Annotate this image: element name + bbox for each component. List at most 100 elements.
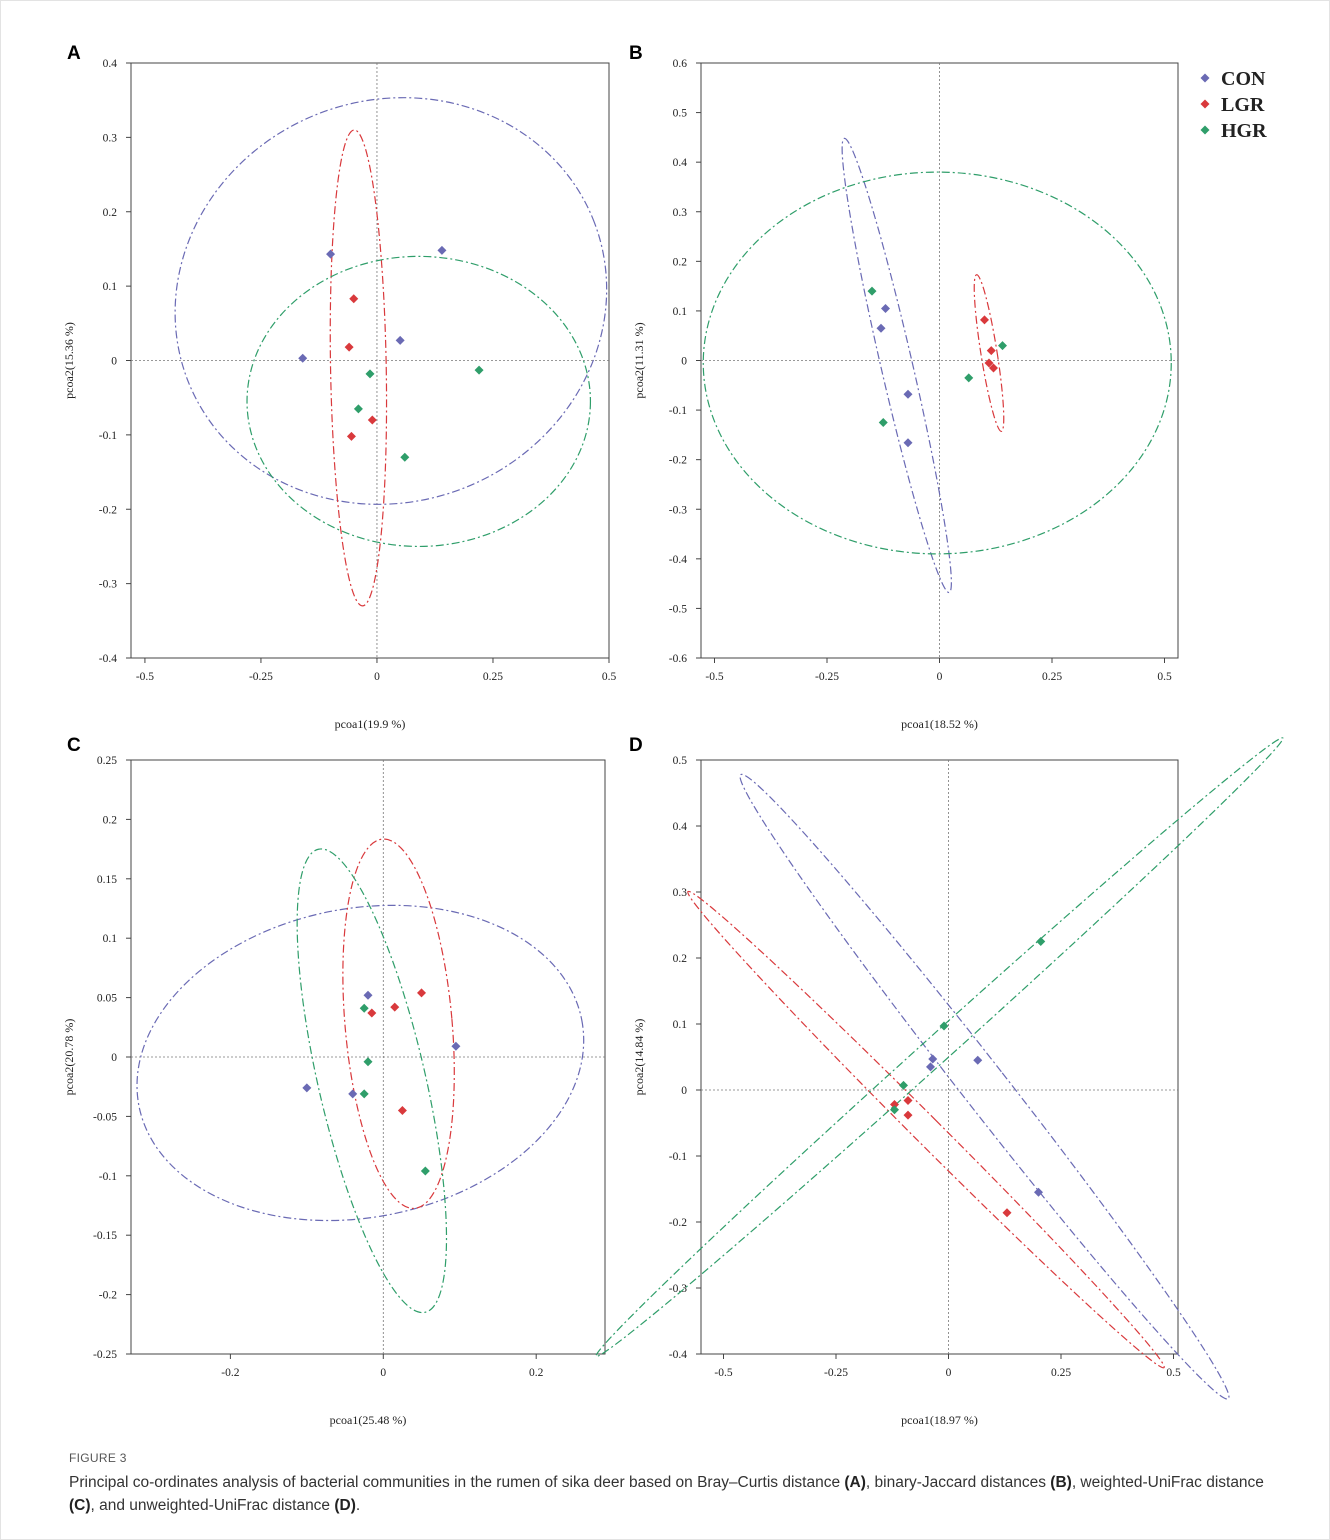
y-tick-label: 0 [681,356,687,368]
y-tick-label: 0 [111,1052,117,1064]
x-tick-label: -0.2 [221,1367,239,1379]
y-tick-label: -0.2 [669,455,687,467]
legend: CON LGR HGR [1200,68,1267,142]
point-lgr [980,315,989,325]
ellipse-lgr [973,274,1005,433]
y-tick-label: 0.1 [103,281,118,293]
panel-d: D -0.5 -0.25 0 0.25 0.5 -0.4 -0.3 -0.2 -0.1 0 0.1 0.… [595,735,1284,1427]
point-hgr [359,1003,369,1013]
point-con [363,990,373,1000]
y-tick-label: -0.1 [99,430,117,442]
x-tick-label: 0 [937,671,943,683]
x-tick-label: -0.25 [815,671,839,683]
plot-frame [130,62,610,659]
caption-ref-a: (A) [844,1474,866,1491]
caption-text-end: . [355,1497,361,1514]
ellipse-con [136,904,585,1222]
caption-ref-b: (B) [1050,1474,1072,1491]
y-tick-label: -0.25 [93,1349,117,1361]
point-con [1034,1187,1043,1197]
point-lgr [349,294,359,304]
point-con [348,1089,358,1099]
y-tick-label: 0.1 [673,306,688,318]
y-tick-label: 0.4 [673,821,688,833]
point-hgr [899,1080,908,1090]
x-tick-label: 0 [380,1367,386,1379]
point-con [881,303,890,313]
x-tick-label: 0.25 [1042,671,1062,683]
panel-letter-a: A [67,43,81,64]
x-tick-label: -0.25 [249,671,273,683]
point-hgr [998,341,1007,351]
y-tick-label: 0.6 [673,58,688,70]
y-tick-label: -0.5 [669,603,687,615]
point-con [302,1083,312,1093]
x-tick-label: 0.5 [1166,1367,1181,1379]
point-hgr [939,1021,949,1031]
point-hgr [878,417,888,427]
point-con [451,1041,461,1051]
figure-caption: Principal co-ordinates analysis of bacte… [69,1471,1289,1517]
caption-ref-c: (C) [69,1497,91,1514]
point-hgr [420,1166,430,1176]
y-tick-label: 0.3 [103,132,118,144]
y-tick-label: -0.3 [669,504,687,516]
figure-charts: A -0.5 -0.25 0 0.25 0.5 -0.4 -0.3 -0.2 -0.1 0 0.1 0.… [62,43,1284,1427]
point-con [928,1054,938,1064]
x-tick-label: -0.5 [136,671,154,683]
panel-letter-d: D [629,735,643,756]
x-axis-title: pcoa1(19.9 %) [335,717,406,731]
caption-ref-d: (D) [334,1497,356,1514]
y-tick-label: 0.3 [673,207,688,219]
point-con [973,1055,983,1065]
y-tick-label: 0.4 [673,157,688,169]
y-tick-label: -0.1 [669,1151,687,1163]
caption-text-after-c: , and unweighted-UniFrac distance [90,1497,335,1514]
point-lgr [903,1110,913,1120]
legend-marker-con [1200,73,1210,83]
y-tick-label: -0.6 [669,653,687,665]
ellipse-lgr [687,890,1165,1369]
x-tick-label: 0.5 [602,671,617,683]
y-tick-label: 0.05 [97,993,117,1005]
y-tick-label: 0.2 [673,953,688,965]
y-tick-label: 0.2 [673,256,688,268]
y-tick-label: -0.05 [93,1111,117,1123]
x-tick-label: 0.25 [483,671,503,683]
point-hgr [363,1057,373,1067]
point-con [395,335,405,345]
ellipse-hgr [296,848,448,1314]
y-axis-title: pcoa2(20.78 %) [62,1019,76,1096]
point-con [926,1062,935,1072]
point-hgr [964,373,974,383]
y-tick-label: -0.4 [99,653,117,665]
point-hgr [867,286,877,296]
x-tick-label: 0.25 [1051,1367,1071,1379]
x-tick-label: 0.2 [529,1367,544,1379]
point-hgr [400,452,410,462]
y-tick-label: -0.2 [99,1290,117,1302]
point-con [876,323,886,333]
y-tick-label: 0.1 [103,933,118,945]
point-hgr [365,369,375,379]
x-tick-label: -0.5 [705,671,723,683]
caption-text-after-b: , weighted-UniFrac distance [1071,1474,1264,1491]
ellipse-con [174,97,608,505]
point-lgr [397,1105,407,1115]
ellipse-lgr [342,838,455,1210]
legend-label-lgr: LGR [1221,94,1265,116]
point-con [903,438,913,448]
x-tick-label: -0.5 [714,1367,732,1379]
point-con [437,245,447,255]
point-lgr [984,358,994,368]
point-lgr [986,346,996,356]
panel-c: C -0.2 0 0.2 -0.25 -0.2 -0.15 -0.1 -0.05 0 0.05 0.1… [62,735,606,1427]
point-hgr [359,1089,369,1099]
y-tick-label: 0.2 [103,207,118,219]
caption-text-start: Principal co-ordinates analysis of bacte… [69,1474,841,1491]
y-tick-label: 0 [111,356,117,368]
point-lgr [367,1008,377,1018]
y-axis-title: pcoa2(15.36 %) [62,322,76,399]
legend-marker-hgr [1200,125,1210,135]
